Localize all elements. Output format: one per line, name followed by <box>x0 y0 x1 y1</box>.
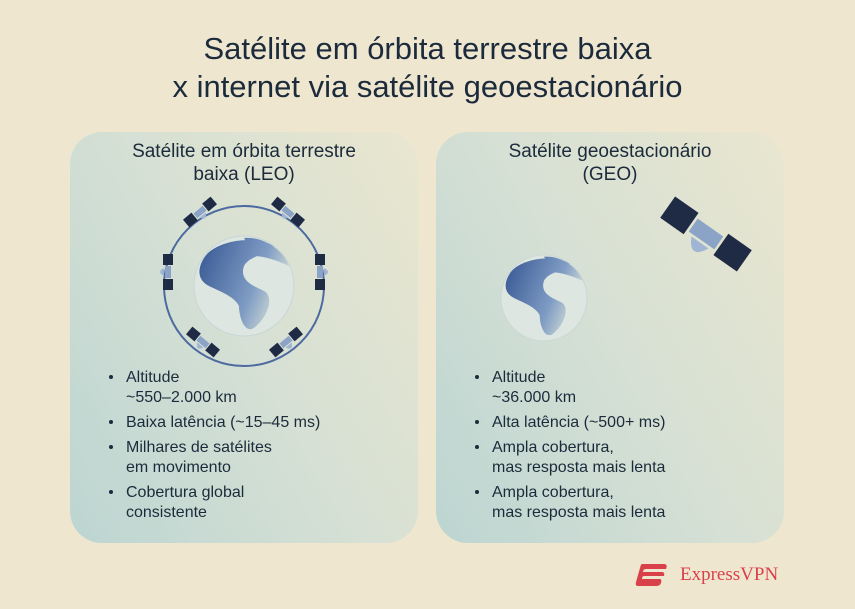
brand-name: ExpressVPN <box>680 564 779 585</box>
geo-title-line-1: Satélite geoestacionário <box>508 141 712 162</box>
satellite-icon <box>160 254 173 290</box>
satellite-icon <box>315 254 328 290</box>
satellite-icon <box>269 196 306 230</box>
geo-feature-list: Altitude ~36.000 km Alta latência (~500+ … <box>474 368 764 528</box>
list-item: Alta latência (~500+ ms) <box>474 413 764 433</box>
leo-orbit-illustration <box>160 196 328 367</box>
geo-illustration <box>500 196 752 342</box>
list-item: Altitude ~36.000 km <box>474 368 764 408</box>
geo-title-line-2: (GEO) <box>582 164 638 185</box>
earth-globe-icon <box>193 235 295 337</box>
title-line-1: Satélite em órbita terrestre baixa <box>203 31 652 66</box>
geo-card: Satélite geoestacionário (GEO) Altitude ~… <box>436 132 784 543</box>
list-item: Ampla cobertura, mas resposta mais lenta <box>474 483 764 523</box>
list-item: Baixa latência (~15–45 ms) <box>108 413 398 433</box>
list-item: Cobertura global consistente <box>108 483 398 523</box>
list-item: Milhares de satélites em movimento <box>108 438 398 478</box>
list-item: Ampla cobertura, mas resposta mais lenta <box>474 438 764 478</box>
leo-card: Satélite em órbita terrestre baixa (LEO)… <box>70 132 418 543</box>
page-title: Satélite em órbita terrestre baixa x int… <box>0 30 855 106</box>
leo-feature-list: Altitude ~550–2.000 km Baixa latência (~1… <box>108 368 398 528</box>
satellite-icon <box>182 196 219 230</box>
leo-title-line-1: Satélite em órbita terrestre <box>132 141 356 162</box>
leo-card-title: Satélite em órbita terrestre baixa (LEO) <box>70 140 418 186</box>
geo-card-title: Satélite geoestacionário (GEO) <box>436 140 784 186</box>
title-line-2: x internet via satélite geoestacionário <box>172 69 683 104</box>
expressvpn-logo-icon <box>635 564 667 586</box>
satellite-icon <box>655 196 752 278</box>
expressvpn-logo: ExpressVPN <box>634 562 778 588</box>
leo-title-line-2: baixa (LEO) <box>193 164 295 185</box>
earth-globe-icon <box>500 254 588 342</box>
list-item: Altitude ~550–2.000 km <box>108 368 398 408</box>
